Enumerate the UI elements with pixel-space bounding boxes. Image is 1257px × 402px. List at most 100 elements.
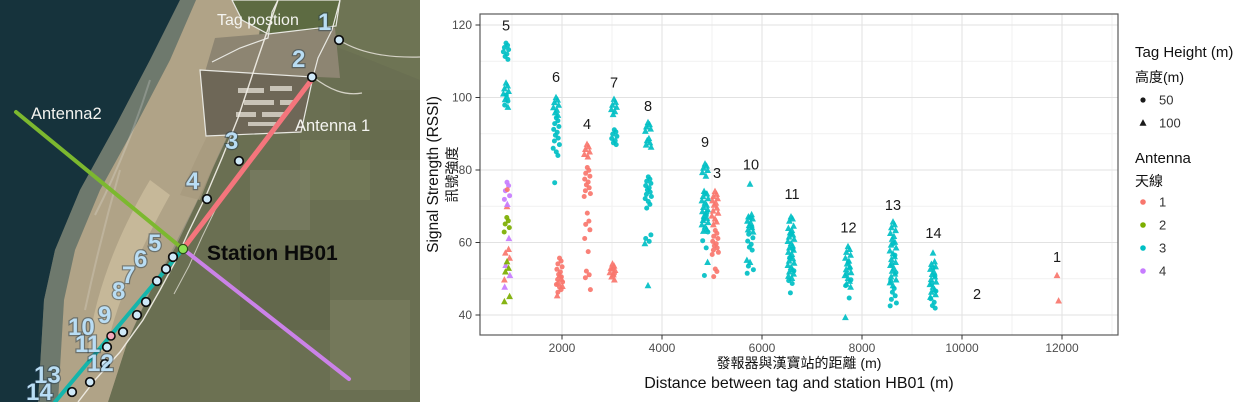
data-point — [556, 142, 562, 148]
x-tick-label: 12000 — [1045, 341, 1079, 355]
data-points — [500, 40, 1062, 321]
data-point — [846, 295, 852, 301]
data-point — [702, 190, 708, 196]
data-point — [713, 190, 720, 197]
data-point — [847, 268, 855, 276]
tag-label-9: 9 — [98, 302, 111, 329]
data-point — [582, 145, 589, 152]
data-point — [932, 290, 939, 298]
data-point — [744, 270, 750, 276]
tag-label-2: 2 — [292, 46, 305, 73]
legend-height-item-label: 50 — [1159, 93, 1173, 108]
cluster-label: 1 — [1053, 250, 1061, 266]
data-point — [614, 133, 620, 139]
data-point — [749, 224, 755, 230]
data-point — [710, 201, 718, 208]
data-point — [928, 260, 935, 267]
data-point — [555, 101, 562, 108]
data-point — [587, 191, 593, 197]
data-point — [505, 56, 511, 62]
data-point — [843, 283, 849, 289]
data-point — [702, 172, 710, 179]
data-point — [558, 275, 565, 282]
data-point — [504, 187, 510, 193]
data-point — [714, 209, 722, 216]
cluster-label: 9 — [701, 135, 709, 151]
map-panel: 1 2 3 4 5 6 7 8 9 10 11 12 13 14 Tag postion Antenna2 A… — [0, 0, 420, 402]
data-point — [842, 313, 849, 321]
data-point — [744, 226, 752, 233]
data-point — [700, 164, 707, 171]
data-point — [789, 241, 796, 249]
data-point — [582, 188, 588, 194]
data-point — [611, 271, 617, 277]
data-point — [892, 226, 899, 234]
panel-border — [479, 13, 1119, 336]
data-point — [932, 305, 938, 311]
data-point — [888, 296, 894, 302]
data-point — [505, 245, 512, 252]
data-point — [644, 205, 650, 211]
data-point — [790, 246, 796, 252]
extra-pink-dot — [106, 331, 116, 341]
data-point — [788, 231, 794, 237]
y-axis-title-zh: 訊號強度 — [444, 147, 460, 203]
data-point — [555, 153, 561, 158]
data-point — [891, 286, 897, 291]
data-point — [888, 278, 894, 284]
data-point — [705, 229, 711, 235]
data-point — [887, 229, 894, 237]
data-point — [586, 167, 592, 173]
data-point — [555, 118, 561, 124]
data-point — [582, 236, 588, 241]
data-point — [745, 238, 751, 244]
data-point — [750, 235, 756, 241]
data-point — [714, 245, 720, 251]
data-point — [750, 267, 756, 273]
tag-dot-11 — [101, 341, 113, 353]
data-point — [888, 255, 895, 263]
legend-height-title: Tag Height (m) — [1135, 44, 1233, 61]
legend-triangle-icon — [1139, 119, 1147, 126]
data-point — [713, 218, 720, 225]
data-point — [701, 216, 707, 222]
data-point — [704, 218, 712, 226]
data-point — [503, 92, 509, 98]
data-point — [886, 247, 894, 254]
data-point — [584, 153, 592, 160]
y-tick-label: 80 — [459, 163, 473, 177]
data-point — [555, 135, 561, 141]
data-point — [643, 236, 649, 241]
data-point — [586, 185, 592, 191]
x-tick-label: 8000 — [849, 341, 876, 355]
tag-label-3: 3 — [225, 128, 238, 155]
cluster-label: 6 — [552, 70, 560, 86]
data-point — [502, 249, 509, 256]
data-point — [501, 297, 508, 305]
data-point — [647, 201, 653, 207]
tag-label-13: 13 — [34, 362, 61, 389]
data-point — [585, 143, 592, 150]
data-point — [641, 239, 649, 247]
data-point — [746, 258, 754, 266]
data-point — [611, 276, 618, 283]
tag-label-11: 11 — [75, 331, 100, 358]
tag-label-1: 1 — [318, 9, 331, 36]
data-point — [701, 273, 707, 278]
tag-dot-1 — [333, 34, 345, 46]
data-point — [501, 196, 507, 202]
data-point — [711, 274, 717, 280]
data-point — [558, 258, 564, 264]
cluster-label: 5 — [502, 18, 510, 34]
data-point — [647, 125, 654, 132]
data-point — [610, 266, 616, 272]
tag-label-4: 4 — [186, 168, 200, 195]
data-point — [504, 103, 512, 110]
data-point — [501, 276, 508, 283]
data-point — [586, 272, 592, 278]
data-point — [583, 170, 589, 176]
tag-dot-4 — [201, 193, 213, 205]
y-tick-label: 100 — [452, 91, 472, 105]
data-point — [847, 265, 853, 271]
